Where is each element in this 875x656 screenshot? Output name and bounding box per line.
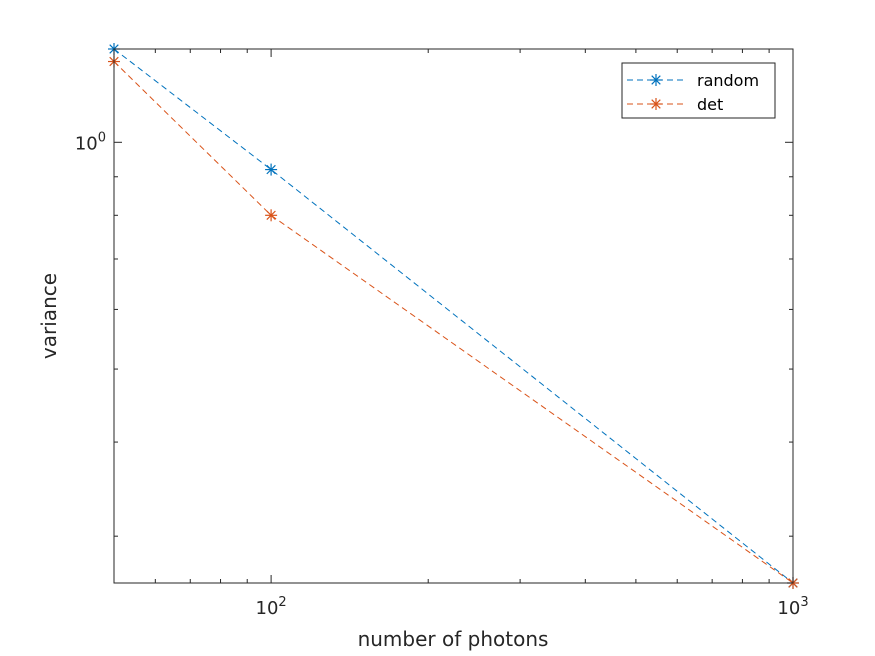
y-axis-label: variance (37, 273, 61, 359)
x-tick-label: 103 (777, 595, 808, 619)
legend-marker-random (650, 74, 662, 86)
series-line-det (113, 61, 794, 584)
legend: random det (621, 62, 776, 119)
x-axis-label: number of photons (358, 627, 549, 651)
plot-area (114, 49, 793, 583)
data-point-random (265, 163, 278, 176)
legend-box (621, 62, 776, 119)
plot-frame (113, 48, 794, 584)
x-tick-label: 102 (256, 595, 287, 619)
data-point-det (265, 209, 278, 222)
tick-marks (113, 49, 794, 583)
legend-marker-det (650, 98, 662, 110)
legend-label-random: random (697, 71, 759, 90)
tick-labels: 102 103 100 (75, 130, 809, 619)
y-tick-label: 100 (75, 130, 106, 154)
legend-label-det: det (697, 95, 723, 114)
series-line-random (113, 48, 794, 584)
